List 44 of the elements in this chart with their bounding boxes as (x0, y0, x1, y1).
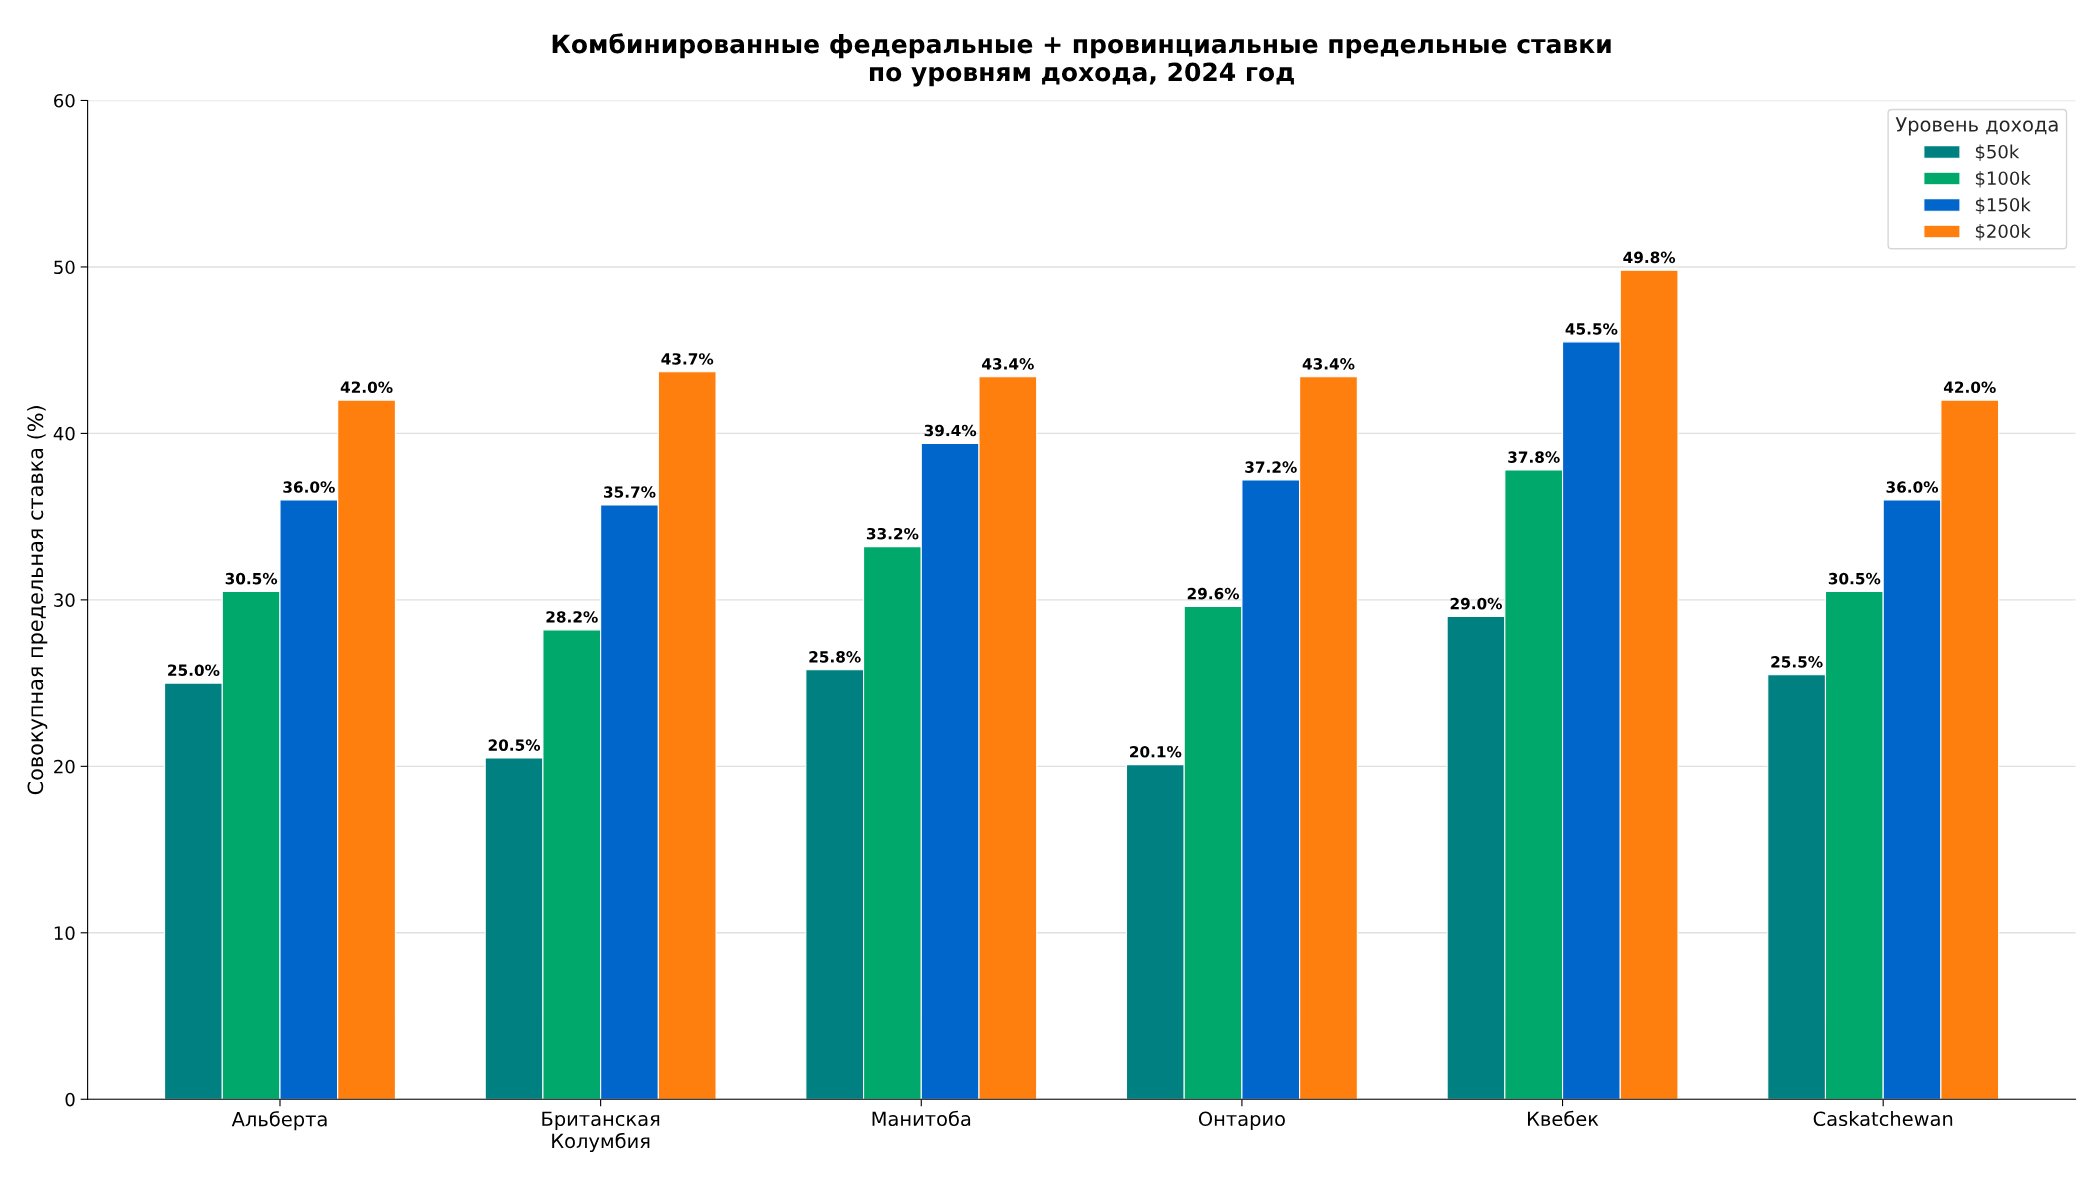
data-label: 37.8% (1508, 451, 1560, 463)
legend-label: $100k (1975, 171, 2031, 188)
y-tick-label: 10 (54, 926, 75, 940)
data-label: 28.2% (546, 611, 598, 623)
legend-label: $150k (1975, 197, 2031, 214)
data-label: 49.8% (1623, 251, 1676, 264)
data-label: 29.0% (1450, 597, 1502, 610)
data-label: 30.5% (225, 572, 278, 585)
legend-title: Уровень дохода (1895, 117, 2058, 136)
data-label: 29.6% (1187, 587, 1240, 600)
data-label: 30.5% (1828, 572, 1881, 585)
data-label: 43.7% (661, 353, 714, 365)
data-label: 37.2% (1245, 461, 1297, 473)
data-label: 42.0% (1943, 381, 1996, 393)
y-tick-label: 50 (54, 260, 75, 275)
y-tick-label: 0 (65, 1092, 75, 1107)
data-label: 42.0% (340, 381, 393, 393)
data-label: 25.8% (809, 651, 861, 663)
x-tick-label: Альберта (231, 1111, 327, 1131)
chart-title: Комбинированные федеральные + провинциальные предельные ставки по уровням дохода, 2024 год (552, 33, 1611, 87)
y-tick-label: 30 (54, 593, 75, 607)
data-label: 39.4% (924, 424, 977, 437)
y-tick-label: 60 (54, 93, 75, 108)
data-label: 25.0% (168, 664, 220, 676)
x-tick-label: Квебек (1527, 1110, 1599, 1127)
data-label: 43.4% (982, 358, 1034, 370)
data-label: 20.5% (488, 739, 541, 751)
data-label: 35.7% (604, 486, 656, 498)
x-tick-label: Манитоба (872, 1110, 971, 1127)
legend-label: $200k (1975, 224, 2031, 241)
data-label: 45.5% (1565, 323, 1618, 335)
data-label: 43.4% (1302, 358, 1355, 370)
data-label: 20.1% (1130, 745, 1182, 758)
legend-label: $50k (1975, 144, 2020, 161)
x-tick-label: Онтарио (1198, 1111, 1285, 1130)
data-label: 36.0% (283, 481, 335, 493)
data-label: 25.5% (1771, 656, 1823, 668)
x-tick-label: Британская Колумбия (542, 1111, 660, 1153)
y-axis-title: Совокупная предельная ставка (%) (27, 406, 48, 795)
y-tick-label: 20 (54, 759, 75, 774)
y-tick-label: 40 (53, 426, 75, 441)
data-label: 36.0% (1886, 481, 1939, 493)
data-label: 33.2% (866, 527, 919, 540)
x-tick-label: Саskatchewan (1813, 1111, 1953, 1127)
